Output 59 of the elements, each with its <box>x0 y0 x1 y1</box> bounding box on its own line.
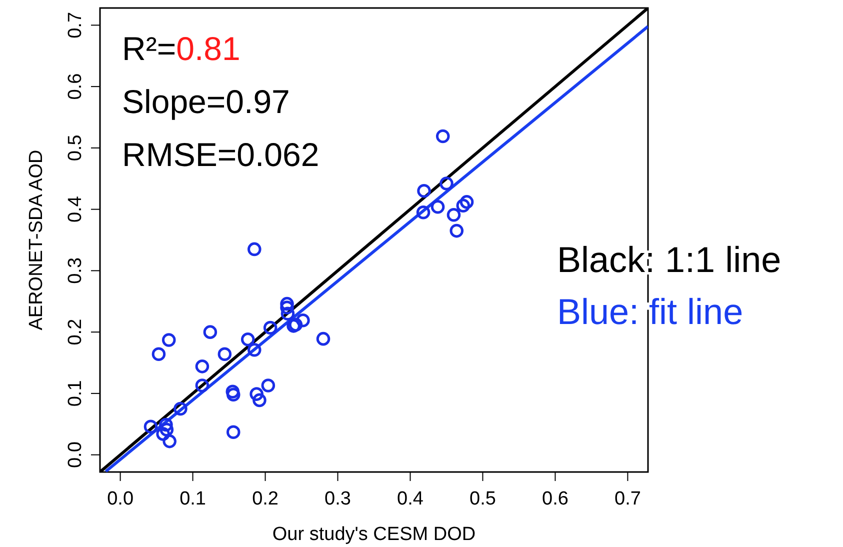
point <box>430 200 445 214</box>
point <box>440 176 454 190</box>
point <box>144 420 158 434</box>
y-tick-label: 0.2 <box>65 318 86 346</box>
point <box>226 388 240 402</box>
point <box>218 347 232 362</box>
point <box>152 347 166 362</box>
point <box>416 206 430 220</box>
point <box>436 129 450 144</box>
point <box>240 332 255 346</box>
point <box>203 325 218 339</box>
point <box>450 224 464 238</box>
point <box>248 342 262 357</box>
x-tick-label: 0.1 <box>180 488 206 510</box>
point <box>250 387 264 401</box>
y-tick-label: 0.5 <box>65 134 86 162</box>
annotation: R²=0.81 <box>122 30 240 67</box>
point <box>248 242 262 256</box>
point <box>280 296 294 311</box>
point <box>156 427 170 441</box>
point <box>226 425 240 439</box>
point <box>226 384 240 398</box>
y-tick-label: 0.6 <box>65 73 86 100</box>
point <box>160 422 174 437</box>
point <box>174 402 188 416</box>
point <box>195 378 210 392</box>
x-tick-label: 0.7 <box>614 488 641 510</box>
annotation: Slope=0.97 <box>122 83 290 120</box>
point <box>162 333 176 347</box>
x-tick-label: 0.0 <box>107 488 134 510</box>
point <box>280 306 295 321</box>
annotation: RMSE=0.062 <box>122 136 320 173</box>
x-tick-label: 0.2 <box>252 488 278 510</box>
x-tick-label: 0.3 <box>324 488 351 510</box>
point <box>316 332 330 346</box>
point <box>456 198 470 213</box>
x-tick-label: 0.6 <box>542 488 568 510</box>
point <box>195 360 210 374</box>
y-tick-label: 0.1 <box>65 380 86 407</box>
y-tick-label: 0.0 <box>65 442 86 468</box>
point <box>417 184 431 198</box>
y-tick-label: 0.7 <box>65 12 86 38</box>
x-tick-label: 0.4 <box>397 488 424 510</box>
x-axis-title: Our study's CESM DOD <box>272 524 476 545</box>
y-tick-label: 0.3 <box>65 257 86 284</box>
point <box>288 318 303 332</box>
point <box>252 393 266 408</box>
x-tick-label: 0.5 <box>470 488 496 510</box>
point <box>446 208 461 222</box>
point <box>296 314 310 328</box>
point <box>159 418 173 432</box>
point <box>162 434 176 448</box>
point <box>263 320 278 335</box>
text: Blue: fit line <box>557 291 744 332</box>
y-axis-title: AERONET-SDA AOD <box>26 150 47 330</box>
y-tick-label: 0.4 <box>65 196 86 223</box>
point <box>280 300 294 314</box>
point <box>460 195 474 209</box>
point <box>261 378 276 392</box>
